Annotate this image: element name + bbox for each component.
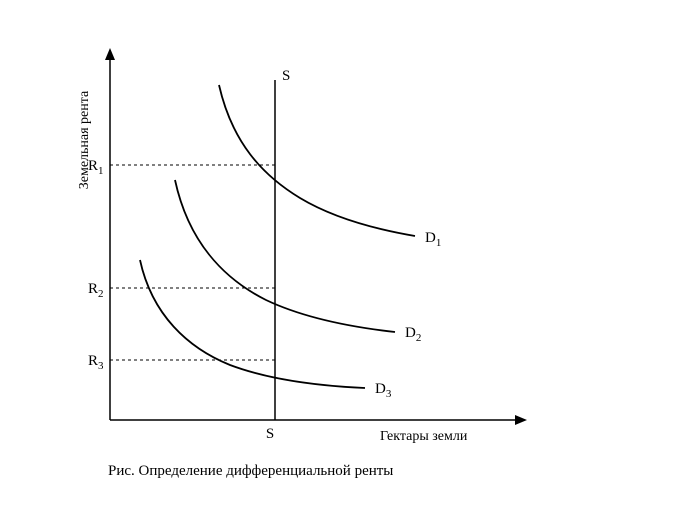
chart-container: Земельная рента Гектары земли S S R1 R2 … (0, 0, 682, 512)
d2-label: D2 (405, 325, 421, 344)
y-axis-label: Земельная рента (77, 90, 92, 189)
d1-label: D1 (425, 230, 441, 249)
supply-label-bottom: S (266, 426, 274, 442)
curve-d1 (219, 85, 415, 236)
r2-label: R2 (88, 281, 104, 300)
r3-label: R3 (88, 353, 104, 372)
supply-label-top: S (282, 68, 290, 84)
x-axis-arrow (515, 415, 527, 425)
y-axis-arrow (105, 48, 115, 60)
chart-svg: Земельная рента Гектары земли S S R1 R2 … (0, 0, 682, 512)
d3-label: D3 (375, 381, 392, 400)
caption: Рис. Определение дифференциальной ренты (108, 463, 393, 479)
x-axis-label: Гектары земли (380, 429, 468, 444)
curve-d3 (140, 260, 365, 388)
curve-d2 (175, 180, 395, 332)
